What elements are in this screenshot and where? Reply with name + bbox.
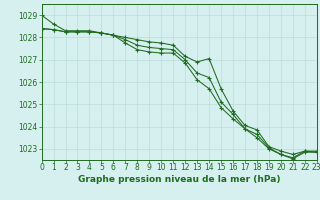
X-axis label: Graphe pression niveau de la mer (hPa): Graphe pression niveau de la mer (hPa): [78, 175, 280, 184]
